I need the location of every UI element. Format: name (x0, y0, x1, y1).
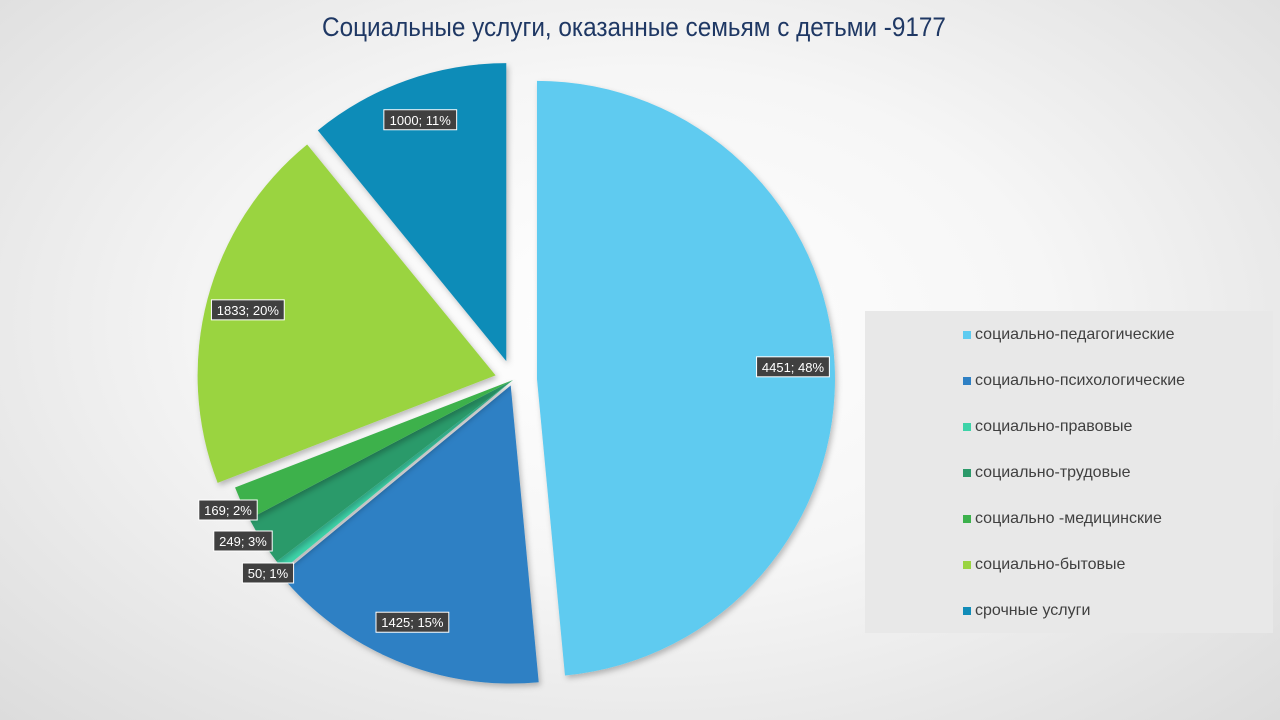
legend-item-1: социально-педагогические (865, 324, 1273, 370)
legend-label: социально -медицинские (975, 510, 1162, 527)
pie-slice-4 (249, 380, 513, 562)
legend-swatch (963, 423, 971, 431)
legend-item-4: социально-трудовые (865, 462, 1273, 508)
svg-text:249; 3%: 249; 3% (219, 534, 267, 549)
legend-item-3: социально-правовые (865, 416, 1273, 462)
pie-slice-5 (235, 380, 513, 519)
svg-text:1425; 15%: 1425; 15% (381, 615, 444, 630)
legend-swatch (963, 515, 971, 523)
legend-label: социально-педагогические (975, 326, 1175, 343)
legend-item-5: социально -медицинские (865, 508, 1273, 554)
svg-text:1000; 11%: 1000; 11% (390, 113, 452, 128)
data-label-1: 4451; 48% (756, 356, 830, 378)
legend-item-2: социально-психологические (865, 370, 1273, 416)
data-label-6: 1833; 20% (210, 299, 285, 321)
legend-item-7: срочные услуги (865, 600, 1273, 646)
legend-item-6: социально-бытовые (865, 554, 1273, 600)
data-label-4: 249; 3% (213, 530, 273, 552)
legend-swatch (963, 331, 971, 339)
legend-label: социально-трудовые (975, 464, 1131, 481)
chart-legend: социально-педагогические социально-психол… (865, 311, 1273, 633)
svg-text:4451; 48%: 4451; 48% (762, 360, 825, 375)
legend-label: социально-бытовые (975, 556, 1126, 573)
svg-text:1833; 20%: 1833; 20% (217, 303, 280, 318)
legend-label: срочные услуги (975, 602, 1091, 619)
pie-slice-2 (280, 385, 539, 684)
pie-slice-3 (276, 380, 513, 570)
legend-label: социально-психологические (975, 372, 1186, 389)
svg-text:169; 2%: 169; 2% (204, 503, 252, 518)
legend-swatch (963, 561, 971, 569)
chart-title: Социальные услуги, оказанные семьям с де… (322, 12, 946, 42)
pie-slice-1 (536, 80, 835, 676)
data-label-7: 1000; 11% (383, 109, 458, 131)
legend-swatch (963, 377, 971, 385)
data-label-2: 1425; 15% (375, 611, 450, 633)
data-label-5: 169; 2% (198, 499, 258, 521)
legend-swatch (963, 469, 971, 477)
pie-slice-7 (317, 63, 507, 362)
pie-slice-6 (197, 144, 496, 483)
data-label-3: 50; 1% (241, 562, 295, 584)
legend-label: социально-правовые (975, 418, 1133, 435)
svg-text:50; 1%: 50; 1% (248, 566, 289, 581)
legend-swatch (963, 607, 971, 615)
